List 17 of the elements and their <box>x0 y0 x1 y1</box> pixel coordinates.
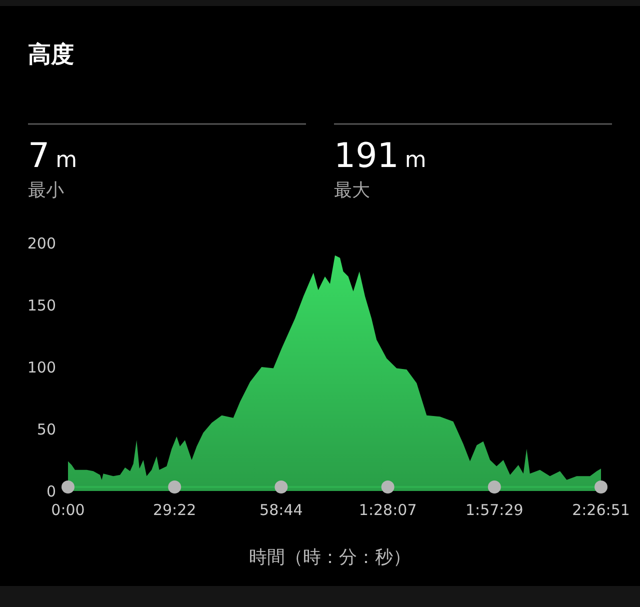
text: 191 m <box>334 136 426 176</box>
text: 最小 <box>28 180 64 201</box>
x-tick-label: 1:28:07 <box>358 501 417 519</box>
y-tick-label: 200 <box>27 234 56 252</box>
y-tick-label: 0 <box>46 482 56 500</box>
x-axis-title: 時間（時：分：秒） <box>249 547 411 568</box>
x-tick-label: 2:26:51 <box>572 501 630 519</box>
y-tick-label: 100 <box>27 358 56 376</box>
x-tick-label: 29:22 <box>152 501 196 519</box>
x-tick-label: 0:00 <box>51 501 85 519</box>
y-tick-label: 50 <box>36 420 56 438</box>
text: 最大 <box>334 180 370 201</box>
x-tick-label: 1:57:29 <box>465 501 524 519</box>
text: 7 m <box>28 136 78 176</box>
x-tick-label: 58:44 <box>260 501 303 519</box>
y-tick-label: 150 <box>27 296 56 314</box>
chart-title: 高度 <box>28 41 74 68</box>
